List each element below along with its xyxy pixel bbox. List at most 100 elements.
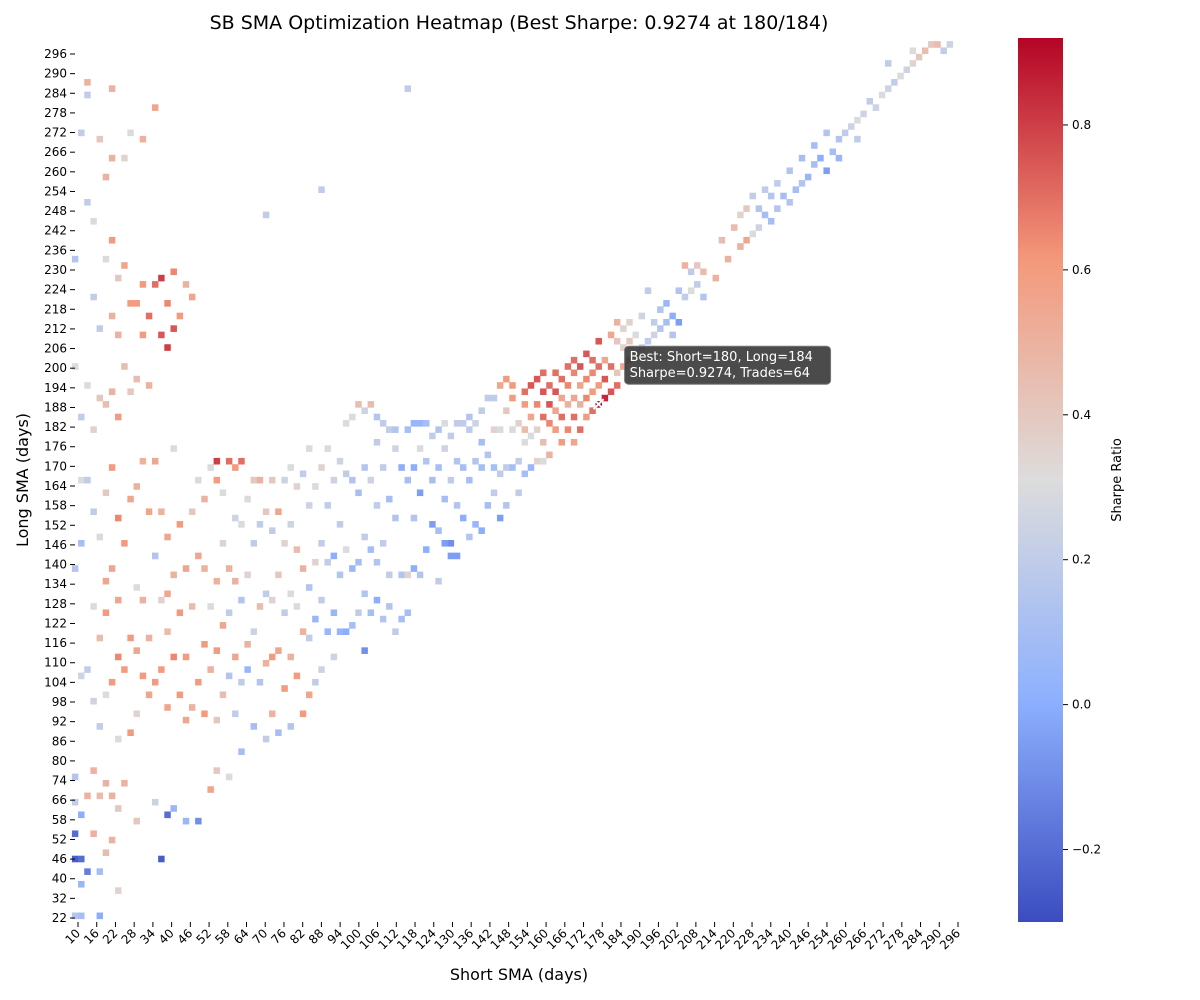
heatmap-cell	[644, 337, 652, 345]
heatmap-cell	[577, 363, 584, 370]
heatmap-cell	[835, 154, 843, 162]
heatmap-cell	[737, 211, 744, 219]
heatmap-cell	[613, 369, 621, 377]
heatmap-cell	[540, 413, 547, 421]
heatmap-cell	[250, 476, 258, 484]
heatmap-cell	[552, 407, 559, 414]
heatmap-cell	[521, 426, 529, 433]
heatmap-cell	[213, 647, 221, 654]
heatmap-cell	[891, 79, 898, 86]
heatmap-cell	[158, 508, 165, 516]
heatmap-cell	[170, 571, 177, 579]
heatmap-cell	[133, 300, 140, 307]
heatmap-cell	[540, 438, 547, 446]
heatmap-cell	[324, 445, 331, 452]
heatmap-cell	[379, 464, 387, 471]
heatmap-cell	[336, 571, 344, 579]
heatmap-cell	[96, 868, 104, 875]
heatmap-cell	[256, 521, 264, 528]
y-tick-label: 290	[44, 67, 67, 81]
heatmap-cell	[583, 413, 590, 421]
heatmap-cell	[780, 192, 787, 200]
heatmap-cell	[459, 464, 467, 471]
heatmap-cell	[743, 236, 750, 244]
heatmap-cell	[90, 426, 97, 433]
heatmap-cell	[712, 274, 719, 282]
heatmap-cell	[429, 521, 436, 528]
heatmap-cell	[361, 647, 368, 654]
heatmap-cell	[164, 704, 171, 711]
y-tick-label: 58	[52, 813, 67, 827]
heatmap-cell	[731, 224, 738, 231]
heatmap-cell	[287, 653, 294, 661]
heatmap-cell	[804, 173, 812, 181]
heatmap-cell	[108, 836, 116, 844]
heatmap-cell	[484, 394, 492, 402]
heatmap-cell	[244, 571, 251, 579]
heatmap-cell	[552, 426, 559, 433]
heatmap-cell	[145, 691, 153, 699]
heatmap-cell	[694, 262, 701, 269]
heatmap-cell	[158, 666, 165, 673]
heatmap-cell	[392, 445, 399, 452]
heatmap-cell	[718, 236, 726, 244]
heatmap-cell	[115, 887, 122, 894]
heatmap-cell	[515, 489, 522, 497]
heatmap-cell	[164, 590, 171, 598]
y-tick-label: 236	[44, 243, 67, 257]
heatmap-cell	[564, 401, 572, 408]
heatmap-cell	[570, 356, 578, 364]
heatmap-cell	[453, 552, 461, 560]
heatmap-cell	[546, 420, 553, 427]
heatmap-cell	[490, 426, 498, 433]
heatmap-cell	[361, 590, 368, 598]
heatmap-cell	[767, 217, 775, 225]
heatmap-cell	[527, 413, 535, 421]
heatmap-cell	[281, 476, 288, 484]
heatmap-cell	[102, 255, 110, 263]
heatmap-cell	[293, 603, 301, 610]
heatmap-cell	[909, 60, 917, 67]
heatmap-cell	[176, 691, 184, 699]
heatmap-cell	[404, 426, 412, 433]
heatmap-cell	[219, 691, 227, 699]
heatmap-cell	[564, 363, 572, 370]
heatmap-cell	[921, 47, 929, 55]
heatmap-cell	[305, 584, 313, 591]
heatmap-cell	[595, 337, 602, 345]
heatmap-cell	[577, 382, 584, 389]
x-tick-label: 58	[212, 926, 233, 947]
heatmap-cell	[755, 205, 763, 212]
heatmap-cell	[540, 369, 547, 377]
heatmap-cell	[669, 331, 676, 339]
heatmap-cell	[583, 350, 590, 358]
heatmap-cell	[724, 255, 732, 263]
heatmap-cell	[71, 830, 79, 838]
heatmap-cell	[238, 748, 245, 755]
heatmap-cell	[835, 135, 843, 143]
heatmap-cell	[108, 565, 116, 572]
heatmap-cell	[170, 805, 177, 812]
heatmap-cell	[761, 211, 769, 219]
y-tick-label: 98	[52, 695, 67, 709]
heatmap-cell	[928, 41, 935, 48]
heatmap-cell	[416, 445, 424, 452]
heatmap-cell	[453, 420, 461, 427]
heatmap-cell	[96, 723, 104, 730]
heatmap-cell	[490, 464, 498, 471]
y-tick-label: 254	[44, 184, 67, 198]
heatmap-cell	[589, 407, 596, 414]
heatmap-cell	[342, 420, 350, 427]
heatmap-cell	[749, 192, 756, 200]
heatmap-cell	[305, 502, 313, 509]
heatmap-cell	[447, 552, 455, 560]
heatmap-cell	[700, 293, 707, 301]
heatmap-cell	[158, 331, 165, 339]
heatmap-cell	[503, 464, 510, 471]
heatmap-cell	[533, 375, 541, 383]
heatmap-cell	[281, 685, 288, 692]
heatmap-cell	[330, 476, 338, 484]
plot-area	[71, 41, 954, 920]
y-tick-label: 242	[44, 224, 67, 238]
heatmap-cell	[496, 426, 504, 433]
